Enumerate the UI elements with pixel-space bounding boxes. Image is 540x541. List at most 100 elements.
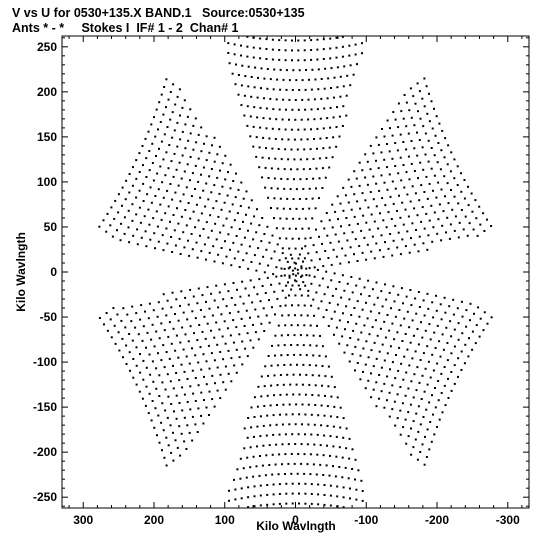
uv-point xyxy=(336,416,339,419)
uv-point xyxy=(426,383,429,386)
uv-point xyxy=(301,383,304,386)
uv-point xyxy=(433,107,435,110)
uv-point xyxy=(213,299,216,302)
uv-point xyxy=(438,122,441,125)
uv-point xyxy=(456,165,459,168)
uv-point xyxy=(138,206,141,209)
uv-point xyxy=(212,245,215,248)
uv-point xyxy=(376,334,379,337)
y-tick-label: 150 xyxy=(37,130,57,144)
uv-point xyxy=(167,98,170,101)
uv-point xyxy=(375,281,378,284)
uv-point xyxy=(126,313,129,316)
uv-point xyxy=(299,334,302,337)
uv-point xyxy=(375,205,378,208)
uv-point xyxy=(287,334,290,337)
uv-point xyxy=(162,249,165,252)
uv-point xyxy=(329,106,332,109)
uv-point xyxy=(204,205,207,208)
uv-point xyxy=(323,107,326,110)
uv-point xyxy=(170,451,173,454)
uv-point xyxy=(358,184,361,187)
uv-point xyxy=(212,207,215,210)
uv-point xyxy=(314,207,317,210)
uv-point xyxy=(239,205,242,207)
uv-point xyxy=(265,127,268,130)
uv-point xyxy=(156,225,159,228)
uv-point xyxy=(256,96,259,99)
uv-point xyxy=(366,183,369,186)
uv-point xyxy=(294,267,297,270)
uv-point xyxy=(184,333,187,336)
uv-point xyxy=(264,186,267,189)
uv-point xyxy=(154,407,157,410)
uv-point xyxy=(443,384,446,387)
uv-point xyxy=(299,158,302,161)
uv-point xyxy=(165,106,167,109)
uv-point xyxy=(284,59,287,62)
uv-point xyxy=(281,252,284,255)
uv-point xyxy=(214,382,216,385)
uv-point xyxy=(180,432,183,435)
uv-point xyxy=(329,126,332,129)
uv-point xyxy=(335,126,338,128)
uv-point xyxy=(460,172,462,175)
uv-point xyxy=(285,393,288,396)
uv-point xyxy=(330,317,333,320)
uv-point xyxy=(319,444,322,447)
uv-point xyxy=(203,142,205,145)
uv-point xyxy=(315,344,318,347)
uv-point xyxy=(151,400,154,402)
uv-point xyxy=(285,217,288,220)
uv-point xyxy=(350,314,353,316)
uv-point xyxy=(425,175,428,178)
uv-point xyxy=(446,216,449,219)
uv-point xyxy=(381,197,384,200)
uv-point xyxy=(427,360,430,363)
uv-point xyxy=(172,214,175,216)
uv-point xyxy=(228,499,230,502)
uv-point xyxy=(322,316,325,319)
uv-point xyxy=(119,239,122,242)
uv-point xyxy=(437,142,440,144)
uv-point xyxy=(293,353,296,356)
uv-point xyxy=(367,356,370,359)
uv-point xyxy=(197,361,200,364)
uv-point xyxy=(318,258,321,261)
uv-point xyxy=(392,202,395,205)
uv-point xyxy=(219,169,221,172)
uv-point xyxy=(208,390,211,393)
uv-point xyxy=(372,152,375,155)
uv-point xyxy=(227,349,230,352)
uv-point xyxy=(189,217,192,220)
uv-point xyxy=(291,502,294,505)
uv-point xyxy=(160,218,163,221)
uv-point xyxy=(441,224,444,227)
uv-point xyxy=(293,261,296,264)
uv-point xyxy=(324,250,327,252)
uv-point xyxy=(316,147,318,150)
uv-point xyxy=(393,300,396,303)
uv-point xyxy=(318,177,321,180)
uv-point xyxy=(259,47,262,50)
uv-point xyxy=(204,337,207,340)
uv-point xyxy=(316,38,319,41)
uv-point xyxy=(150,123,153,126)
uv-point xyxy=(453,158,456,161)
uv-point xyxy=(262,307,265,310)
uv-point xyxy=(252,56,255,59)
uv-point xyxy=(369,191,372,193)
uv-point xyxy=(267,177,270,179)
uv-point xyxy=(315,187,317,190)
uv-point xyxy=(250,95,253,98)
uv-point xyxy=(255,269,258,272)
uv-point xyxy=(221,262,224,265)
uv-point xyxy=(422,299,425,302)
uv-point xyxy=(295,280,298,283)
uv-point xyxy=(266,225,269,228)
uv-point xyxy=(317,493,320,496)
uv-point xyxy=(395,354,397,356)
uv-point xyxy=(390,307,392,310)
uv-point xyxy=(239,295,242,298)
uv-point xyxy=(349,246,352,249)
